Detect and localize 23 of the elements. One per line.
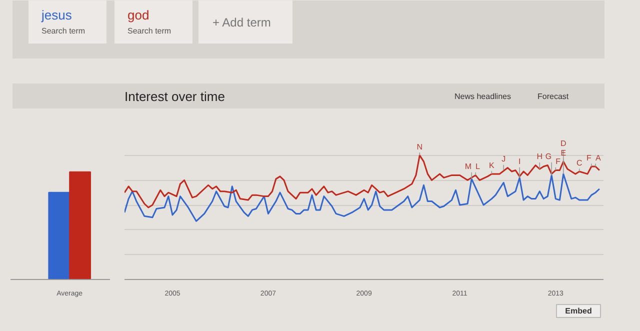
annotation: F xyxy=(586,154,592,163)
text: Search term xyxy=(42,26,86,36)
annotation: D xyxy=(560,138,566,148)
annotation: A xyxy=(596,154,602,163)
annotation: F xyxy=(556,157,561,166)
text: jesus xyxy=(40,8,72,22)
annotation: E xyxy=(560,148,566,158)
annotation: K xyxy=(488,160,495,170)
annotation: G xyxy=(545,152,552,161)
annotation: C xyxy=(576,158,582,168)
text: + Add term xyxy=(212,16,271,30)
text: Embed xyxy=(565,306,592,316)
annotation: J xyxy=(502,154,506,164)
annotation: I xyxy=(518,156,521,166)
annotation: M xyxy=(464,162,472,172)
text: god xyxy=(128,8,150,22)
chart-title: Interest over time xyxy=(124,89,225,104)
text: Forecast xyxy=(538,92,570,101)
annotation: N xyxy=(416,142,423,152)
annotation: H xyxy=(536,152,543,162)
text: Search term xyxy=(128,26,172,36)
annotation: L xyxy=(476,162,481,172)
text: News headlines xyxy=(454,92,511,101)
